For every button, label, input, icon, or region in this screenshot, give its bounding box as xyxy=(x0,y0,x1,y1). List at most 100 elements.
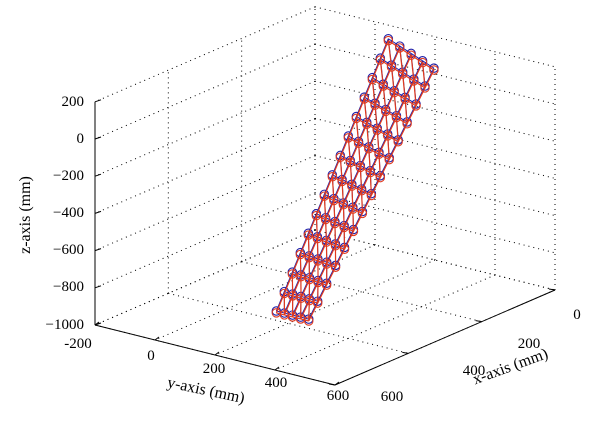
mesh-edge xyxy=(351,186,354,210)
mesh-node-marker xyxy=(339,222,349,233)
mesh-node-marker xyxy=(339,244,350,255)
mesh-edge xyxy=(333,181,343,201)
mesh-edge xyxy=(361,190,372,197)
mesh-edge xyxy=(368,148,380,155)
mesh-edge xyxy=(343,204,354,210)
mesh-edge xyxy=(341,180,353,187)
mesh-edge xyxy=(355,96,365,117)
mesh-edge xyxy=(348,137,359,144)
mesh-edge xyxy=(374,85,384,106)
y-tick-mark xyxy=(274,366,280,371)
mesh-edge xyxy=(358,123,368,144)
mesh-edge xyxy=(347,118,357,139)
z-tick-mark xyxy=(94,173,102,177)
mesh-edge xyxy=(393,90,406,98)
mesh-edge xyxy=(335,247,345,266)
mesh-edge xyxy=(331,157,341,177)
mesh-edge xyxy=(315,215,318,239)
mesh-edge xyxy=(402,73,415,82)
mesh-edge xyxy=(350,160,361,167)
mesh-edge xyxy=(343,226,354,232)
y-tick-label: 400 xyxy=(265,375,288,391)
mesh-edge xyxy=(360,166,371,174)
mesh-node-marker xyxy=(338,200,349,210)
mesh-edge xyxy=(300,279,311,299)
mesh-edge xyxy=(324,195,335,202)
mesh-node-marker xyxy=(384,154,394,165)
mesh-edge xyxy=(388,139,399,158)
mesh-edge xyxy=(333,199,344,206)
mesh-edge xyxy=(379,157,390,176)
mesh-edge xyxy=(308,300,319,320)
mesh-node-marker xyxy=(330,262,341,272)
mesh-edge xyxy=(368,127,378,148)
mesh-edge xyxy=(351,185,362,192)
mesh-edge xyxy=(308,260,319,280)
mesh-edge xyxy=(351,183,362,190)
mesh-node-marker xyxy=(393,136,403,147)
mesh-edge xyxy=(368,146,380,153)
mesh-edge xyxy=(323,174,333,195)
mesh-edge xyxy=(308,234,318,240)
mesh-edge xyxy=(308,300,310,322)
mesh-edge xyxy=(361,193,372,212)
mesh-edge xyxy=(343,208,354,228)
y-axis-tick-labels: -200 0 200 400 600 xyxy=(64,336,349,404)
x-tick-label: 600 xyxy=(381,389,404,405)
y-tick-mark xyxy=(334,381,340,386)
mesh-node-marker xyxy=(312,233,323,244)
mesh-edge xyxy=(300,277,310,297)
mesh-edge xyxy=(300,298,310,318)
mesh-node-marker xyxy=(287,291,298,301)
mesh-edge xyxy=(283,273,293,294)
mesh-edge xyxy=(371,57,381,78)
z-tick-label: −200 xyxy=(53,168,84,184)
mesh-node-marker xyxy=(389,87,399,98)
mesh-edge xyxy=(359,148,370,168)
x-tick-mark xyxy=(548,288,556,291)
mesh-node-marker xyxy=(335,152,346,163)
mesh-edge xyxy=(291,254,301,275)
mesh-edge xyxy=(334,202,344,222)
mesh-edge xyxy=(352,209,355,232)
mesh-edge xyxy=(335,245,345,250)
mesh-edge xyxy=(413,60,423,80)
mesh-edge xyxy=(374,102,386,110)
mesh-edge xyxy=(369,152,380,171)
mesh-edge xyxy=(335,249,346,268)
mesh-edge xyxy=(343,231,354,250)
mesh-edge xyxy=(385,109,397,117)
mesh-edge xyxy=(374,84,384,104)
mesh-edge xyxy=(387,115,397,135)
mesh-node-marker xyxy=(343,133,354,143)
z-tick-label: 200 xyxy=(62,94,85,110)
mesh-edge xyxy=(361,172,371,192)
mesh-edge xyxy=(309,258,319,278)
mesh-edge xyxy=(283,295,294,316)
mesh-node-marker xyxy=(409,76,419,86)
mesh-edge xyxy=(315,195,325,216)
mesh-edge xyxy=(399,45,412,54)
mesh-edge xyxy=(355,98,365,119)
mesh-edge xyxy=(366,103,376,123)
mesh-node-marker xyxy=(313,256,323,266)
mesh-edge xyxy=(366,123,378,131)
mesh-edge xyxy=(366,104,376,125)
mesh-edge xyxy=(325,221,336,241)
mesh-node-marker xyxy=(348,226,359,237)
mesh-edge xyxy=(396,117,408,125)
grid-line xyxy=(94,117,316,214)
mesh-edge xyxy=(410,54,423,64)
mesh-node-marker xyxy=(382,131,393,141)
mesh-edge xyxy=(325,219,328,243)
mesh-edge xyxy=(326,245,337,265)
mesh-edge xyxy=(388,141,399,160)
mesh-edge xyxy=(356,116,368,123)
mesh-node-marker xyxy=(337,176,347,187)
mesh-edge xyxy=(378,153,390,161)
mesh-edge xyxy=(388,40,401,49)
mesh-edge xyxy=(390,47,401,68)
y-tick-label: 600 xyxy=(327,388,350,404)
mesh-node-marker xyxy=(397,69,408,79)
mesh-edge xyxy=(387,117,397,137)
